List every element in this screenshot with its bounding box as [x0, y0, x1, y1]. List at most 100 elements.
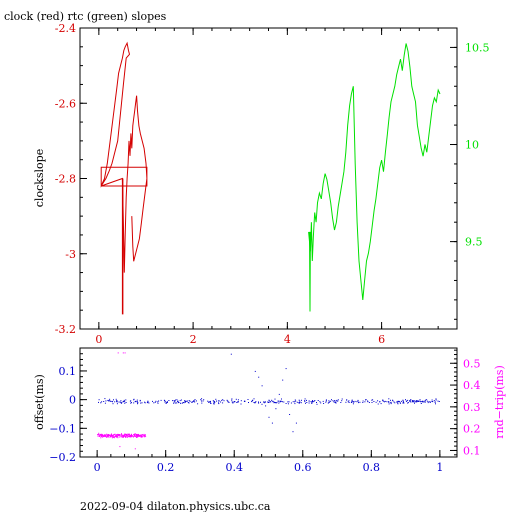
scatter-point	[402, 399, 404, 401]
scatter-point	[201, 400, 202, 402]
scatter-point	[405, 400, 407, 402]
scatter-point	[253, 402, 255, 403]
scatter-point	[153, 402, 155, 404]
scatter-point	[299, 402, 301, 403]
scatter-point	[118, 401, 120, 403]
scatter-point	[322, 400, 324, 402]
scatter-point	[147, 401, 149, 403]
scatter-point	[325, 399, 327, 401]
scatter-point	[102, 435, 104, 437]
scatter-point	[231, 401, 233, 403]
scatter-point	[174, 400, 176, 402]
scatter-point	[192, 401, 194, 403]
scatter-point	[124, 401, 126, 403]
scatter-point	[409, 401, 411, 402]
bottom-x-tick-label: 0	[94, 461, 101, 474]
scatter-point	[213, 403, 215, 405]
bottom-y-tick-label: 0.1	[59, 365, 77, 378]
scatter-point	[107, 436, 109, 437]
scatter-point	[184, 400, 186, 402]
bottom-y-tick-label: −0.2	[49, 451, 76, 464]
scatter-point	[165, 401, 167, 403]
scatter-point	[397, 403, 399, 405]
scatter-point	[410, 401, 412, 403]
scatter-point	[294, 403, 296, 405]
scatter-point	[419, 399, 421, 401]
scatter-point	[423, 401, 425, 403]
scatter-point	[125, 435, 127, 437]
scatter-point	[254, 370, 256, 372]
scatter-point	[351, 401, 353, 403]
scatter-point	[260, 401, 261, 403]
scatter-point	[164, 401, 166, 403]
top-x-tick-label: 2	[190, 333, 197, 346]
scatter-point	[392, 400, 394, 402]
bottom-y-tick-label: 0	[69, 394, 76, 407]
scatter-point	[112, 436, 114, 438]
scatter-point	[107, 434, 109, 435]
scatter-point	[141, 402, 143, 404]
scatter-point	[187, 402, 189, 403]
scatter-point	[380, 403, 382, 405]
scatter-point	[100, 433, 102, 435]
scatter-point	[111, 437, 113, 439]
bottom-x-tick-label: 0.6	[294, 461, 312, 474]
scatter-point	[367, 401, 369, 403]
scatter-point	[334, 400, 336, 402]
scatter-point	[167, 401, 168, 403]
scatter-point	[261, 385, 263, 387]
scatter-point	[362, 400, 364, 402]
scatter-point	[175, 399, 176, 401]
scatter-point	[412, 400, 413, 402]
scatter-point	[129, 400, 131, 402]
scatter-point	[399, 402, 401, 404]
top-y-tick-label: -3.2	[55, 323, 76, 336]
scatter-point	[111, 433, 112, 435]
bottom-y2-tick-label: 0.4	[463, 379, 481, 392]
scatter-point	[306, 399, 307, 401]
scatter-point	[316, 403, 318, 405]
scatter-point	[268, 399, 270, 401]
scatter-point	[131, 435, 133, 437]
scatter-point	[186, 400, 188, 402]
scatter-point	[336, 399, 338, 401]
scatter-point	[237, 401, 239, 403]
scatter-point	[327, 402, 329, 404]
scatter-point	[102, 434, 104, 436]
scatter-point	[311, 401, 313, 403]
scatter-point	[281, 398, 282, 400]
scatter-point	[117, 434, 119, 435]
scatter-point	[388, 403, 390, 405]
scatter-point	[109, 435, 111, 436]
scatter-point	[202, 400, 204, 402]
scatter-point	[231, 398, 233, 400]
scatter-point	[252, 399, 254, 401]
scatter-point	[117, 352, 119, 354]
scatter-point	[335, 402, 337, 404]
scatter-point	[313, 400, 315, 402]
scatter-point	[167, 401, 168, 403]
scatter-point	[319, 401, 321, 403]
scatter-point	[108, 400, 110, 402]
scatter-point	[120, 434, 122, 436]
scatter-point	[122, 436, 124, 438]
scatter-point	[240, 400, 242, 402]
scatter-point	[209, 401, 211, 403]
scatter-point	[193, 400, 194, 402]
scatter-point	[290, 402, 292, 404]
scatter-point	[124, 434, 126, 436]
scatter-point	[283, 401, 285, 403]
scatter-point	[362, 402, 364, 403]
scatter-point	[228, 401, 230, 403]
scatter-point	[276, 402, 278, 404]
bottom-x-tick-label: 0.2	[157, 461, 175, 474]
scatter-point	[263, 401, 264, 403]
scatter-point	[358, 402, 359, 404]
scatter-point	[194, 401, 196, 403]
scatter-point	[311, 403, 313, 404]
scatter-point	[268, 402, 270, 403]
scatter-point	[133, 434, 135, 435]
scatter-point	[424, 400, 426, 402]
scatter-point	[399, 401, 400, 403]
scatter-point	[402, 400, 404, 402]
